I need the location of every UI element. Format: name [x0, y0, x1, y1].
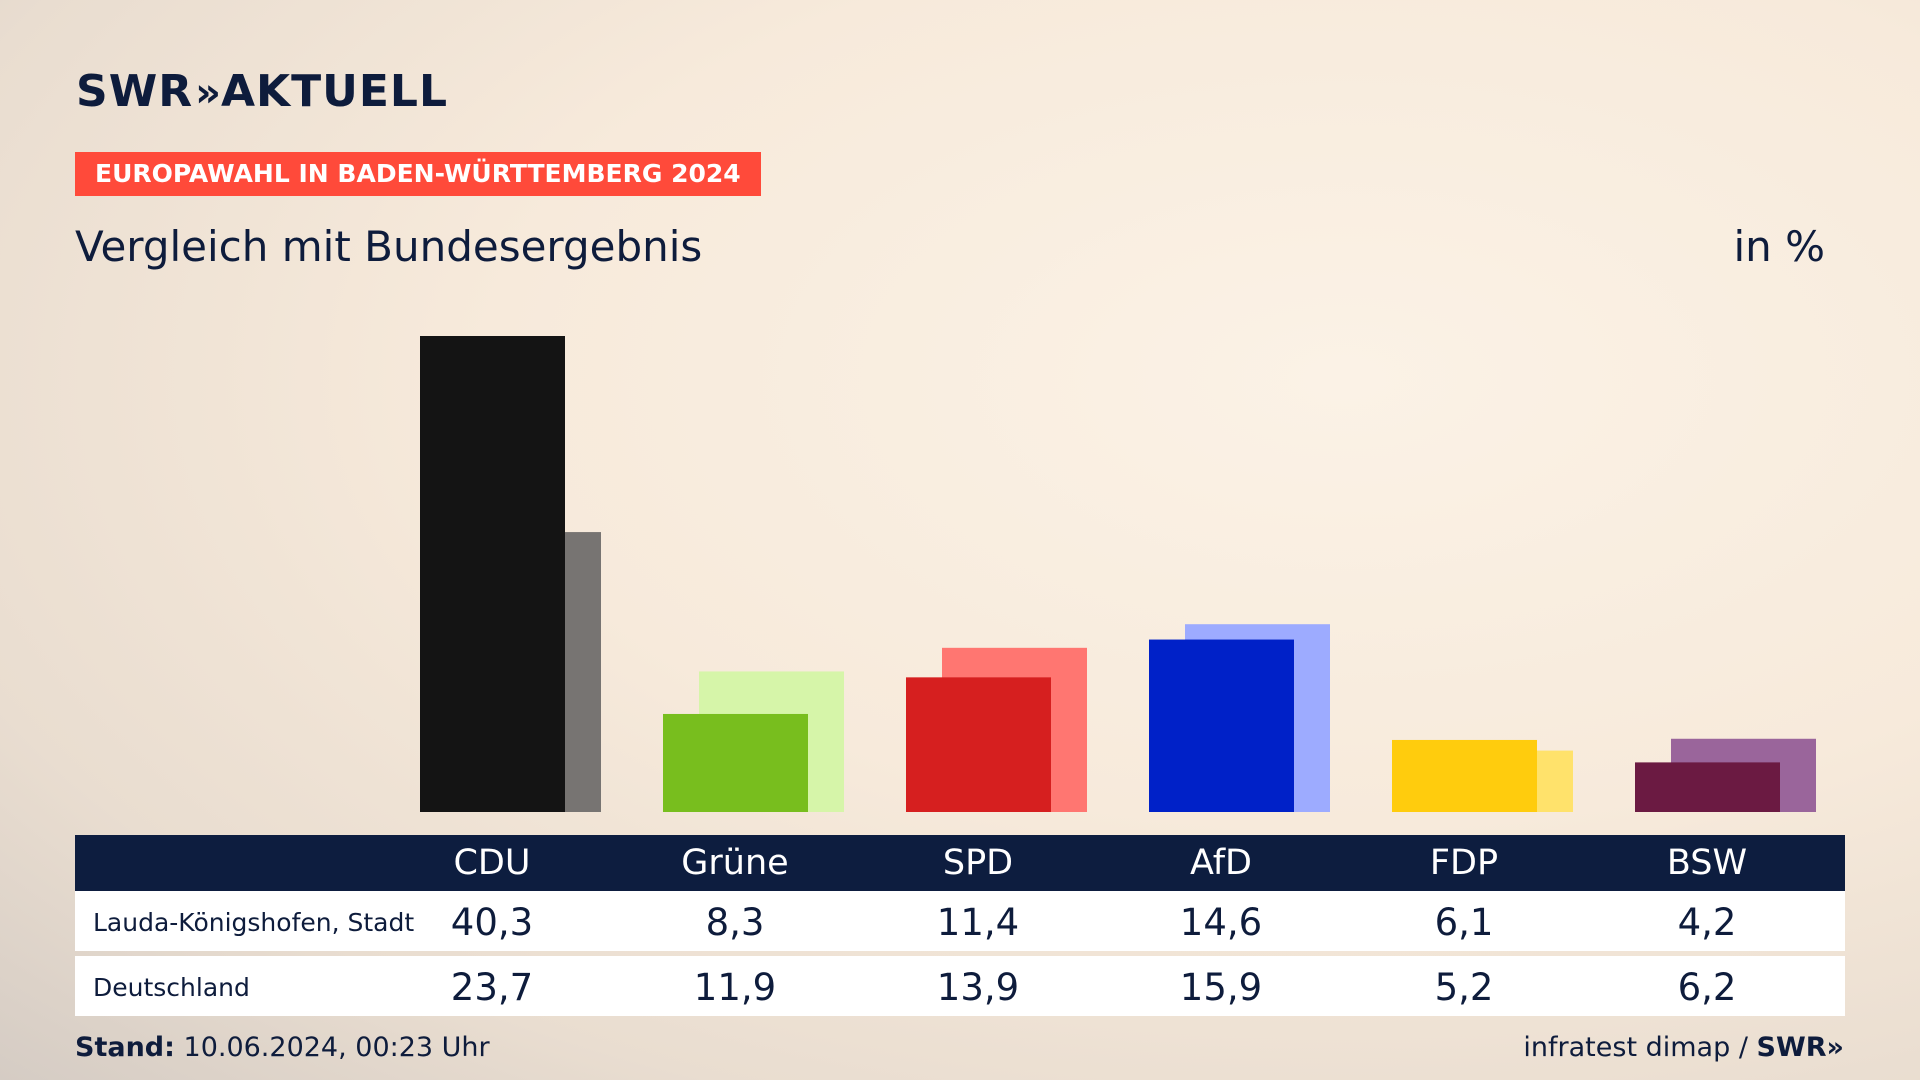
bar-grüne-local: [663, 713, 808, 812]
bar-spd-local: [906, 677, 1051, 812]
table-cell-afd: 14,6: [1179, 901, 1263, 944]
column-header-cdu: CDU: [453, 843, 531, 883]
table-header: CDU Grüne SPD AfD FDP BSW: [75, 835, 1845, 891]
table-row-local: Lauda-Königshofen, Stadt 40,3 8,3 11,4 14,6…: [75, 891, 1845, 951]
results-table: CDU Grüne SPD AfD FDP BSW Lauda-Königshofen, …: [75, 835, 1845, 1016]
bar-cdu-local: [420, 336, 565, 812]
bar-afd-local: [1149, 639, 1294, 812]
table-cell-grüne: 8,3: [705, 901, 765, 944]
column-header-fdp: FDP: [1429, 843, 1499, 883]
swr-logo-small: SWR»: [1756, 1032, 1844, 1063]
bar-fdp-local: [1392, 739, 1537, 812]
source-credit: infratest dimap / SWR»: [1523, 1032, 1844, 1063]
table-cell-cdu: 23,7: [450, 966, 534, 1009]
table-cell-bsw: 6,2: [1677, 966, 1737, 1009]
swr-aktuell-logo: SWR» AKTUELL: [76, 66, 448, 117]
table-cell-fdp: 5,2: [1434, 966, 1494, 1009]
table-cell-cdu: 40,3: [450, 901, 534, 944]
table-row-germany: Deutschland 23,7 11,9 13,9 15,9 5,2 6,2: [75, 956, 1845, 1016]
table-cell-fdp: 6,1: [1434, 901, 1494, 944]
column-header-spd: SPD: [942, 843, 1014, 883]
unit-label: in %: [1733, 222, 1825, 271]
column-header-bsw: BSW: [1666, 843, 1748, 883]
row-label-germany: Deutschland: [93, 973, 250, 1002]
table-cell-afd: 15,9: [1179, 966, 1263, 1009]
bar-chart: [420, 336, 1816, 812]
chart-subtitle: Vergleich mit Bundesergebnis: [75, 222, 703, 271]
table-cell-grüne: 11,9: [693, 966, 777, 1009]
column-header-afd: AfD: [1190, 843, 1252, 883]
logo-swr: SWR: [76, 66, 194, 117]
stand-label: Stand:: [75, 1032, 175, 1063]
timestamp: Stand: 10.06.2024, 00:23 Uhr: [75, 1032, 490, 1063]
row-label-local: Lauda-Königshofen, Stadt: [93, 908, 415, 937]
column-header-grüne: Grüne: [681, 843, 789, 883]
source-text: infratest dimap /: [1523, 1032, 1748, 1063]
bar-bsw-local: [1635, 762, 1780, 812]
table-cell-bsw: 4,2: [1677, 901, 1737, 944]
stand-value: 10.06.2024, 00:23 Uhr: [183, 1032, 490, 1063]
table-cell-spd: 13,9: [936, 966, 1020, 1009]
election-badge: EUROPAWAHL IN BADEN-WÜRTTEMBERG 2024: [75, 152, 761, 196]
table-cell-spd: 11,4: [936, 901, 1020, 944]
logo-aktuell: AKTUELL: [220, 66, 448, 117]
